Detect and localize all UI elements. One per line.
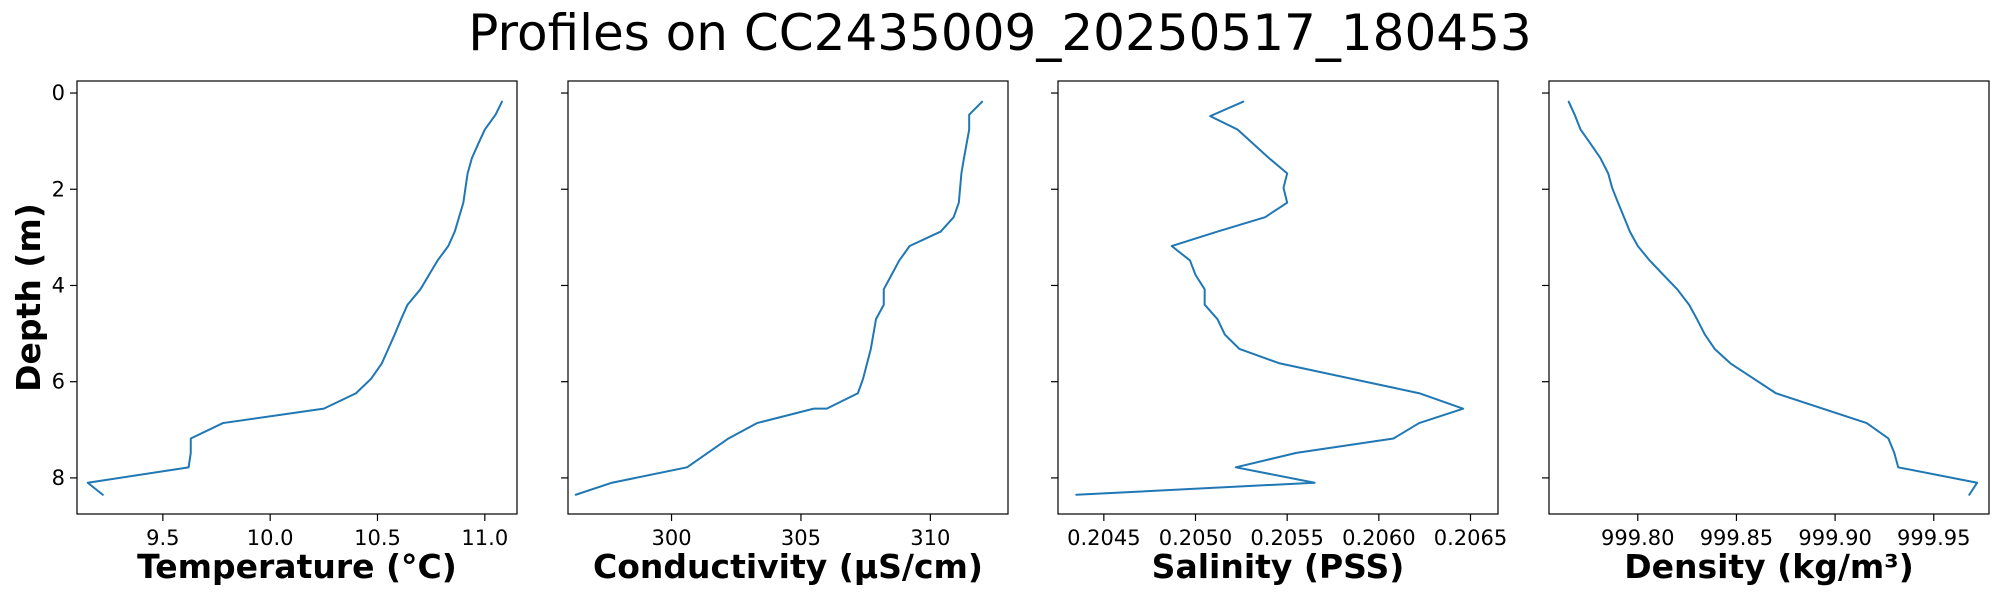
plot-frame xyxy=(567,80,1009,515)
x-tick-label: 10.0 xyxy=(247,526,294,550)
series-line-1-1 xyxy=(86,100,503,496)
y-tick-label: 4 xyxy=(52,273,65,297)
x-axis-label: Density (kg/m³) xyxy=(1624,547,1914,586)
x-tick-label: 10.5 xyxy=(354,526,401,550)
x-tick-label: 0.2050 xyxy=(1159,526,1232,550)
x-tick-label: 0.2055 xyxy=(1250,526,1323,550)
y-tick-label: 8 xyxy=(52,466,65,490)
x-tick-label: 300 xyxy=(651,526,691,550)
x-tick-label: 0.2060 xyxy=(1342,526,1415,550)
chart-panel-1: 9.5 10.0 10.5 11.0 0 2 4 6 8 Temperature (°C) Dept… xyxy=(9,80,518,586)
x-tick-label: 999.90 xyxy=(1798,526,1871,550)
x-tick-label: 0.2065 xyxy=(1434,526,1507,550)
y-tick-label: 0 xyxy=(52,81,65,105)
series-line-2-1 xyxy=(574,100,984,496)
plot-frame xyxy=(1548,80,1990,515)
chart-panel-3: 0.2045 0.2050 0.2055 0.2060 0.2065 Salinity (… xyxy=(1051,80,1507,586)
x-tick-label: 11.0 xyxy=(461,526,508,550)
figure-title: Profiles on CC2435009_20250517_180453 xyxy=(468,4,1531,62)
x-tick-label: 0.2045 xyxy=(1067,526,1140,550)
x-axis-label: Conductivity (µS/cm) xyxy=(593,547,983,586)
x-tick-label: 305 xyxy=(781,526,821,550)
series-line-4-1 xyxy=(1567,100,1979,496)
x-tick-label: 999.95 xyxy=(1897,526,1970,550)
plot-frame xyxy=(1057,80,1499,515)
series-line-3-1 xyxy=(1075,100,1465,496)
chart-panels: 9.5 10.0 10.5 11.0 0 2 4 6 8 Temperature (°C) Dept… xyxy=(9,80,1990,586)
x-tick-label: 9.5 xyxy=(146,526,179,550)
x-tick-label: 999.80 xyxy=(1601,526,1674,550)
x-tick-label: 999.85 xyxy=(1700,526,1773,550)
y-axis-label: Depth (m) xyxy=(9,203,48,392)
x-tick-label: 310 xyxy=(910,526,950,550)
x-axis-label: Salinity (PSS) xyxy=(1152,547,1405,586)
plot-frame xyxy=(76,80,518,515)
x-axis-label: Temperature (°C) xyxy=(137,547,457,586)
y-tick-label: 6 xyxy=(52,370,65,394)
y-tick-label: 2 xyxy=(52,177,65,201)
